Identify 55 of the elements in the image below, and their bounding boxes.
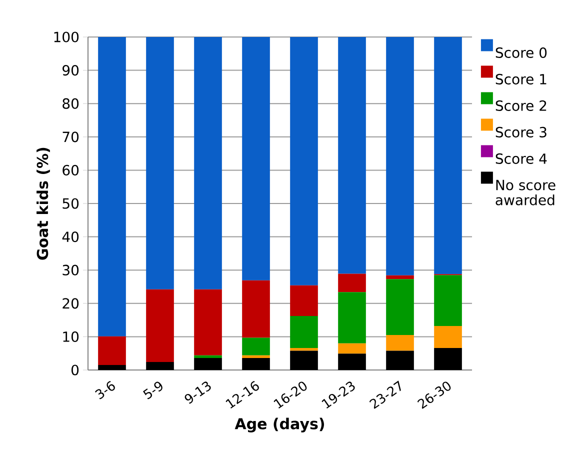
bar (290, 316, 318, 348)
legend-label: Score 3 (496, 126, 546, 138)
bar (194, 289, 222, 356)
bar (338, 354, 366, 370)
y-tick-label: 70 (62, 132, 79, 142)
y-tick-label: 0 (71, 364, 79, 376)
y-tick-label: 90 (62, 65, 79, 76)
y-tick-label: 50 (62, 198, 79, 209)
bar (242, 355, 270, 358)
bar (434, 348, 462, 370)
bar (338, 274, 366, 292)
x-tick-label: 3-6 (95, 381, 115, 400)
bar (386, 335, 414, 351)
y-axis-title: Goat kids (%) (36, 148, 50, 260)
bar (434, 36, 462, 274)
bar (338, 36, 366, 274)
bar (386, 36, 414, 276)
bar (290, 348, 318, 351)
x-axis-title: Age (days) (234, 418, 324, 432)
bar (386, 279, 414, 336)
legend-label: Score 2 (496, 100, 546, 111)
y-tick-label: 80 (62, 98, 79, 109)
bar (290, 36, 318, 286)
y-tick-label: 20 (62, 298, 79, 309)
legend-label: Score 0 (496, 47, 547, 58)
x-tick-label: 5-9 (142, 382, 162, 400)
y-tick-label: 100 (54, 32, 79, 42)
bar (242, 358, 270, 370)
bar (242, 36, 270, 280)
bar (98, 336, 126, 366)
bar (434, 326, 462, 348)
bar (242, 338, 270, 356)
bar (338, 292, 366, 344)
bar (434, 275, 462, 326)
bar (290, 350, 318, 370)
y-tick-label: 40 (62, 232, 79, 242)
legend-label: No score awarded (496, 180, 556, 206)
bar (146, 362, 174, 370)
legend-label: Score 1 (496, 74, 546, 84)
bar (146, 36, 174, 290)
bar (98, 365, 126, 370)
bar (386, 275, 414, 280)
bar (194, 358, 222, 370)
y-tick-label: 10 (63, 331, 79, 342)
bar (98, 36, 126, 336)
bar (290, 285, 318, 316)
bar (386, 350, 414, 370)
bar (146, 289, 174, 362)
bar (194, 355, 222, 358)
bar (242, 280, 270, 338)
legend-label: Score 4 (496, 153, 547, 164)
y-tick-label: 30 (62, 264, 79, 276)
bar (338, 343, 366, 354)
y-tick-label: 60 (62, 164, 79, 176)
bar (194, 36, 222, 290)
